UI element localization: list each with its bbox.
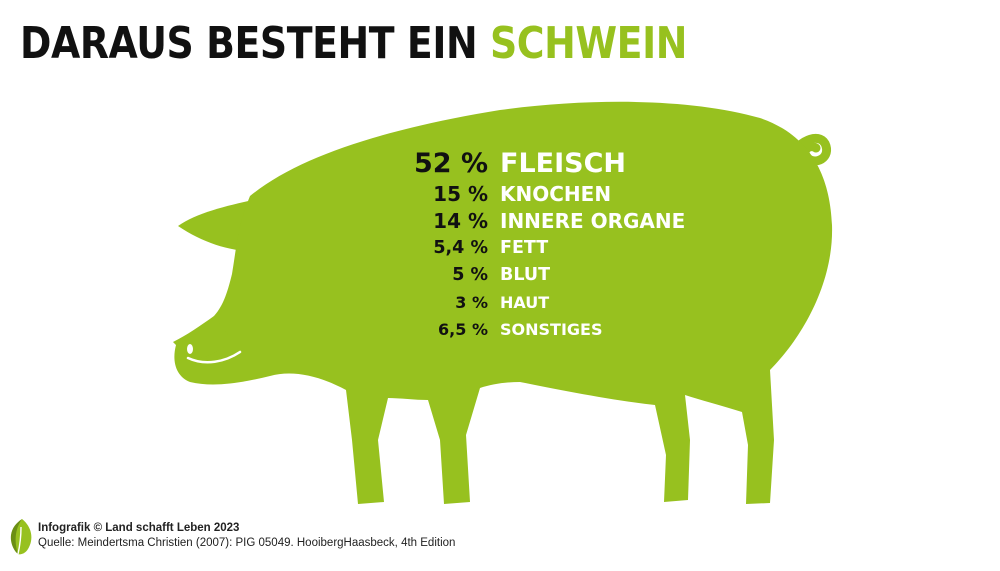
row-category: KNOCHEN — [500, 182, 612, 206]
leaf-logo-icon — [10, 519, 32, 555]
row-value: 14 % — [433, 209, 488, 233]
footer: Infografik © Land schafft Leben 2023 Que… — [38, 521, 455, 551]
row-value: 6,5 % — [438, 320, 488, 339]
row-value: 5 % — [452, 265, 488, 285]
footer-credit: Infografik © Land schafft Leben 2023 — [38, 522, 240, 534]
row-value: 52 % — [413, 148, 488, 179]
row-category: SONSTIGES — [500, 320, 603, 339]
row-category: HAUT — [500, 293, 550, 312]
row-category: BLUT — [500, 265, 551, 285]
row-value: 15 % — [433, 182, 488, 206]
footer-source: Quelle: Meindertsma Christien (2007): PI… — [38, 537, 456, 549]
row-value: 3 % — [455, 293, 488, 312]
row-category: FETT — [500, 238, 549, 258]
title-accent: SCHWEIN — [489, 18, 687, 69]
page-title: DARAUS BESTEHT EIN SCHWEIN — [20, 18, 687, 69]
row-category: INNERE ORGANE — [500, 209, 686, 233]
row-category: FLEISCH — [500, 148, 626, 179]
title-prefix: DARAUS BESTEHT EIN — [20, 18, 478, 69]
row-value: 5,4 % — [433, 238, 488, 258]
